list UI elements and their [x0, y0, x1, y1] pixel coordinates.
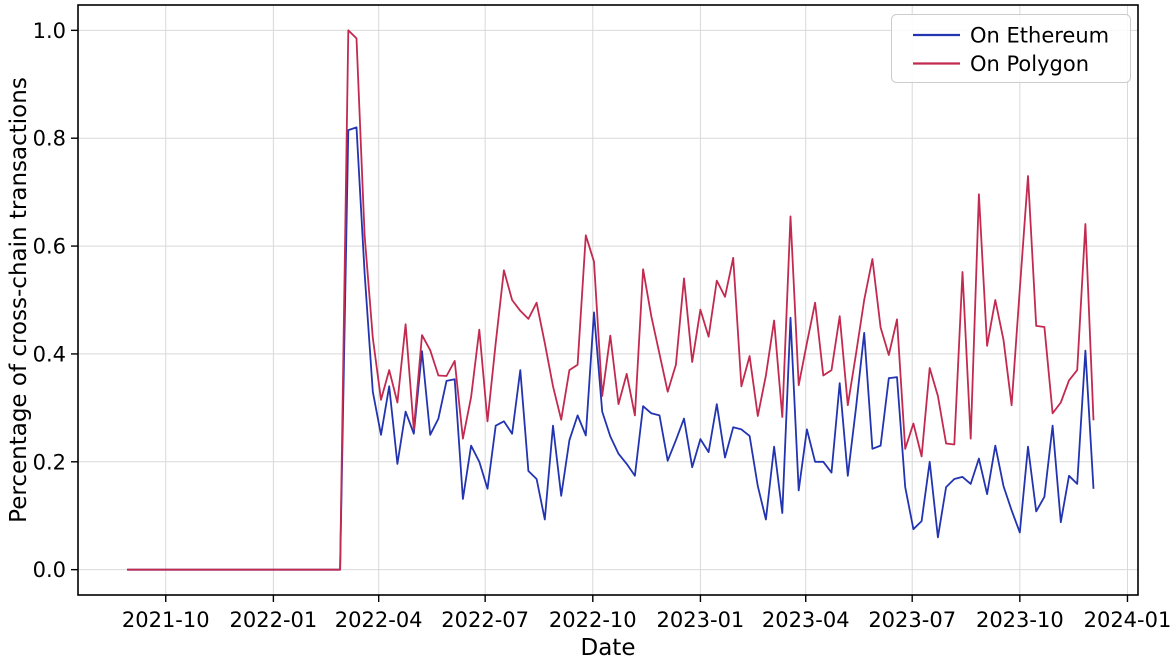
x-tick-label: 2023-01: [657, 608, 745, 632]
x-tick-label: 2022-10: [549, 608, 637, 632]
x-tick-label: 2023-10: [976, 608, 1064, 632]
y-tick-label: 0.6: [33, 235, 66, 259]
x-tick-label: 2023-07: [868, 608, 956, 632]
y-tick-label: 0.8: [33, 127, 66, 151]
y-tick-label: 0.0: [33, 558, 66, 582]
legend-item-label: On Ethereum: [970, 24, 1109, 48]
polygon-line: [127, 29, 1095, 571]
legend-item-label: On Polygon: [970, 52, 1089, 76]
y-tick-label: 0.4: [33, 342, 66, 366]
legend-item: On Ethereum: [913, 24, 1109, 48]
x-tick-label: 2022-04: [335, 608, 423, 632]
y-axis-label: Percentage of cross-chain transactions: [6, 77, 32, 523]
x-axis-label: Date: [581, 635, 636, 661]
legend-item: On Polygon: [913, 52, 1089, 76]
x-tick-label: 2021-10: [122, 608, 210, 632]
plot-border: [77, 4, 1139, 596]
x-tick-label: 2022-07: [441, 608, 529, 632]
y-tick-label: 1.0: [33, 19, 66, 43]
x-tick-label: 2022-01: [230, 608, 318, 632]
y-tick-label: 0.2: [33, 450, 66, 474]
legend-box: [891, 14, 1131, 83]
x-tick-label: 2024-01: [1084, 608, 1172, 632]
legend: On Ethereum On Polygon: [891, 14, 1131, 83]
x-tick-label: 2023-04: [762, 608, 850, 632]
